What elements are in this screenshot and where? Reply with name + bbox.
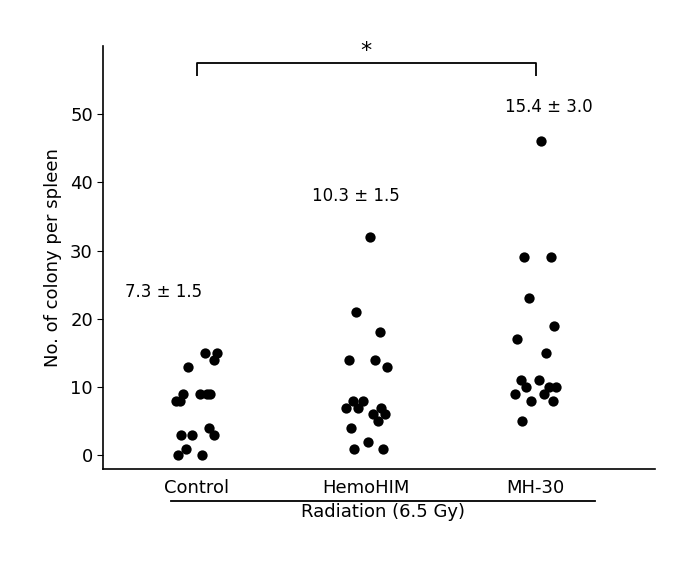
Y-axis label: No. of colony per spleen: No. of colony per spleen — [44, 148, 62, 367]
Point — [344, 355, 355, 364]
Point — [345, 423, 356, 432]
Text: Radiation (6.5 Gy): Radiation (6.5 Gy) — [301, 503, 465, 521]
Text: 7.3 ± 1.5: 7.3 ± 1.5 — [125, 283, 203, 300]
Point — [174, 396, 185, 406]
Point — [534, 376, 545, 385]
Point — [544, 383, 555, 392]
Point — [347, 396, 358, 406]
Text: *: * — [360, 41, 372, 61]
Point — [351, 307, 362, 316]
Point — [205, 390, 216, 399]
Point — [525, 396, 536, 406]
Point — [349, 444, 360, 453]
Point — [352, 403, 363, 412]
Point — [540, 348, 551, 358]
Point — [510, 390, 521, 399]
Point — [520, 383, 531, 392]
Text: 10.3 ± 1.5: 10.3 ± 1.5 — [312, 187, 400, 205]
Point — [373, 416, 384, 426]
Point — [517, 416, 528, 426]
Point — [524, 294, 535, 303]
Point — [176, 430, 187, 439]
Point — [212, 348, 223, 358]
Point — [358, 396, 369, 406]
Text: 15.4 ± 3.0: 15.4 ± 3.0 — [505, 98, 593, 116]
Point — [340, 403, 351, 412]
Point — [547, 396, 558, 406]
Point — [551, 383, 562, 392]
Point — [518, 253, 529, 262]
Point — [194, 390, 205, 399]
Point — [364, 232, 375, 241]
Point — [381, 362, 392, 371]
Point — [380, 410, 391, 419]
Point — [208, 355, 219, 364]
Point — [512, 335, 523, 344]
Point — [181, 444, 192, 453]
Point — [178, 390, 189, 399]
Point — [376, 403, 387, 412]
Point — [546, 253, 557, 262]
Point — [203, 423, 214, 432]
Point — [196, 451, 207, 460]
Point — [201, 390, 212, 399]
Point — [171, 396, 182, 406]
Point — [362, 437, 373, 446]
Point — [172, 451, 183, 460]
Point — [539, 390, 550, 399]
Point — [515, 376, 526, 385]
Point — [183, 362, 194, 371]
Point — [200, 348, 211, 358]
Point — [535, 137, 546, 146]
Point — [369, 355, 380, 364]
Point — [208, 430, 219, 439]
Point — [367, 410, 378, 419]
Point — [186, 430, 197, 439]
Point — [549, 321, 560, 330]
Point — [378, 444, 389, 453]
Point — [374, 328, 385, 337]
